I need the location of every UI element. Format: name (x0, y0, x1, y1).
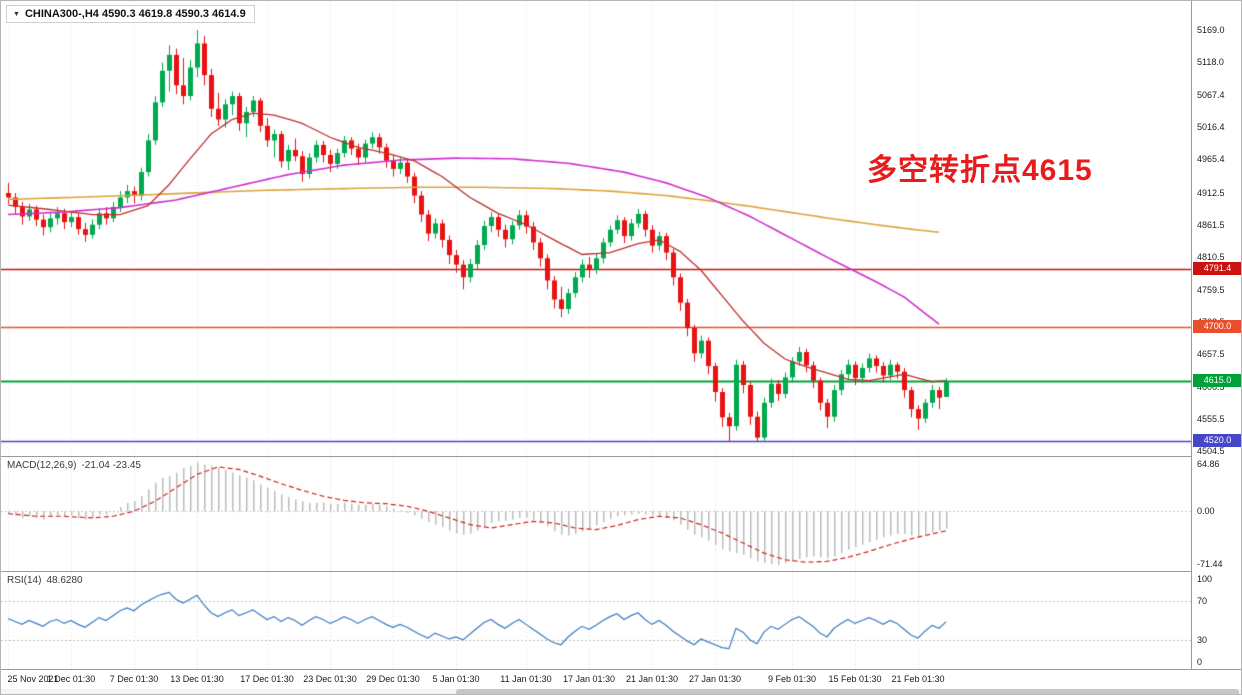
price-axis[interactable]: 5169.0 5118.0 5067.4 5016.4 4965.4 4912.5 4861… (1191, 1, 1241, 669)
panel-separator[interactable] (1, 456, 1241, 457)
rsi-name: RSI(14) (7, 575, 42, 586)
price-axis-label: 5118.0 (1197, 57, 1224, 67)
macd-values: -21.04 -23.45 (81, 460, 141, 471)
time-axis-label: 23 Dec 01:30 (303, 674, 357, 684)
price-axis-label: 4606.5 (1197, 382, 1225, 392)
price-level-tag: 4700.0 (1193, 320, 1241, 333)
macd-label: MACD(12,26,9) -21.04 -23.45 (7, 460, 141, 471)
panel-separator[interactable] (1, 571, 1241, 572)
chart-title-box[interactable]: ▼ CHINA300-,H4 4590.3 4619.8 4590.3 4614… (6, 5, 255, 23)
price-axis-label: 4759.5 (1197, 285, 1225, 295)
time-axis-label: 21 Feb 01:30 (891, 674, 945, 684)
price-axis-label: 4861.5 (1197, 220, 1225, 230)
time-axis-label: 29 Dec 01:30 (366, 674, 420, 684)
time-axis-label: 27 Jan 01:30 (688, 674, 742, 684)
rsi-axis-label: 0 (1197, 657, 1203, 667)
time-axis-label: 21 Jan 01:30 (625, 674, 679, 684)
price-axis-label: 4912.5 (1197, 188, 1225, 198)
macd-axis-label: -71.44 (1197, 559, 1223, 569)
price-axis-label: 4810.5 (1197, 252, 1225, 262)
time-axis-label: 13 Dec 01:30 (170, 674, 224, 684)
price-level-tag: 4615.0 (1193, 374, 1241, 387)
macd-axis-label: 0.00 (1197, 506, 1215, 516)
rsi-axis-label: 70 (1197, 596, 1208, 606)
panel-separator (1, 669, 1241, 670)
price-axis-label: 4965.4 (1197, 154, 1225, 164)
price-axis-label: 5067.4 (1197, 90, 1225, 100)
chart-canvas[interactable] (1, 1, 1191, 669)
rsi-label: RSI(14) 48.6280 (7, 575, 83, 586)
time-axis-label: 1 Dec 01:30 (46, 674, 96, 684)
time-axis-label: 17 Dec 01:30 (240, 674, 294, 684)
chart-title: CHINA300-,H4 4590.3 4619.8 4590.3 4614.9 (24, 8, 246, 20)
price-axis-label: 5016.4 (1197, 122, 1225, 132)
time-axis-label: 9 Feb 01:30 (767, 674, 817, 684)
time-axis-label: 25 Nov 2021 (7, 674, 59, 684)
price-axis-label: 4504.5 (1197, 446, 1225, 456)
time-axis[interactable]: 25 Nov 2021 1 Dec 01:30 7 Dec 01:30 13 Dec … (1, 670, 1191, 689)
macd-name: MACD(12,26,9) (7, 460, 77, 471)
rsi-axis-label: 30 (1197, 635, 1208, 645)
time-axis-label: 5 Jan 01:30 (432, 674, 480, 684)
horizontal-scrollbar[interactable] (1, 689, 1241, 694)
macd-axis-label: 64.86 (1197, 459, 1220, 469)
price-axis-label: 5169.0 (1197, 25, 1225, 35)
collapse-arrow-icon[interactable]: ▼ (13, 10, 20, 18)
time-axis-label: 15 Feb 01:30 (828, 674, 882, 684)
rsi-axis-label: 100 (1197, 574, 1213, 584)
price-level-tag: 4791.4 (1193, 262, 1241, 275)
rsi-value: 48.6280 (46, 575, 83, 586)
price-level-tag: 4520.0 (1193, 434, 1241, 447)
price-axis-label: 4657.5 (1197, 349, 1225, 359)
price-axis-label: 4555.5 (1197, 414, 1225, 424)
time-axis-label: 11 Jan 01:30 (500, 674, 552, 684)
chart-annotation: 多空转折点4615 (867, 154, 1093, 187)
horizontal-scrollbar-thumb[interactable] (456, 689, 1239, 694)
time-axis-label: 17 Jan 01:30 (562, 674, 616, 684)
time-axis-label: 7 Dec 01:30 (109, 674, 159, 684)
